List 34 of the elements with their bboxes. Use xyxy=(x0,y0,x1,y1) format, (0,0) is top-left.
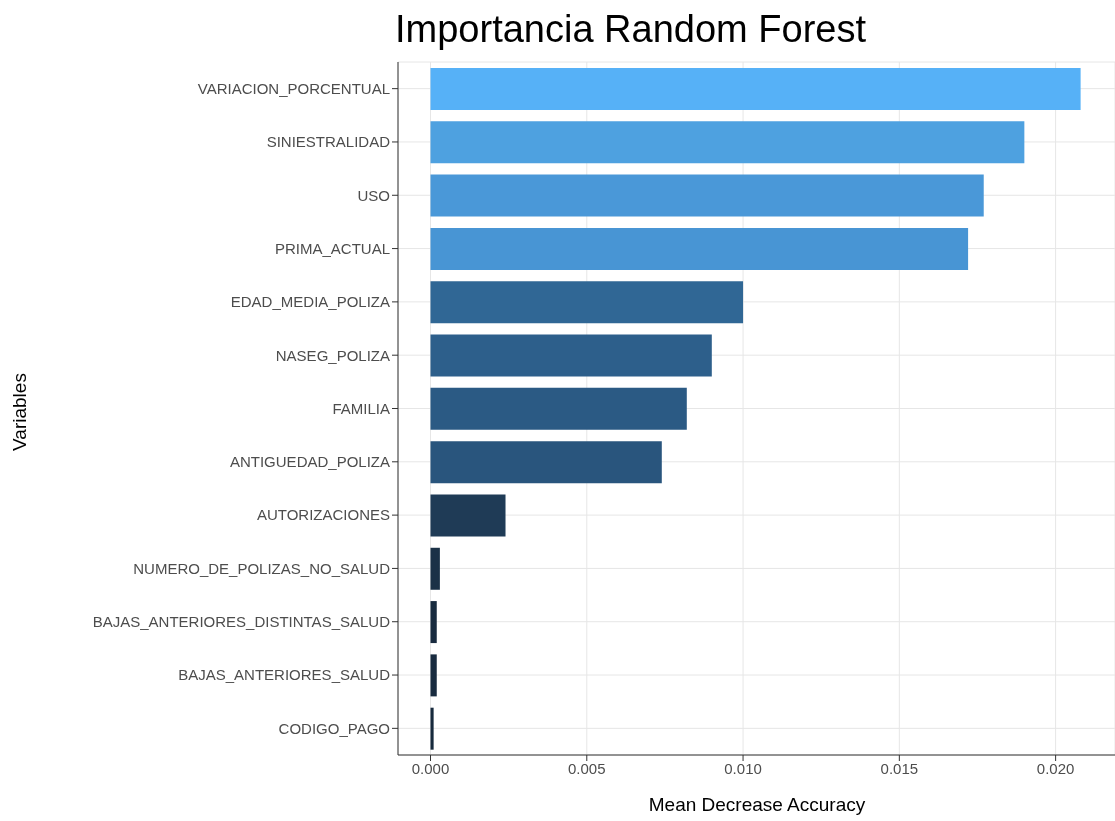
y-tick-label: NUMERO_DE_POLIZAS_NO_SALUD xyxy=(133,559,391,577)
y-tick-label: FAMILIA xyxy=(332,399,390,417)
y-tick-label: BAJAS_ANTERIORES_SALUD xyxy=(178,666,391,684)
y-tick-label: AUTORIZACIONES xyxy=(256,506,390,524)
x-axis-title: Mean Decrease Accuracy xyxy=(648,794,866,816)
bar xyxy=(430,547,440,590)
x-tick-label: 0.015 xyxy=(880,759,919,777)
y-tick-label: NASEG_POLIZA xyxy=(275,346,390,364)
x-tick-label: 0.000 xyxy=(411,759,450,777)
bar xyxy=(430,387,687,430)
bar xyxy=(430,441,662,484)
x-tick-label: 0.020 xyxy=(1036,759,1075,777)
x-tick-label: 0.010 xyxy=(724,759,762,777)
bar xyxy=(430,68,1081,110)
bar xyxy=(430,601,437,644)
bar xyxy=(430,281,744,324)
y-tick-label: ANTIGUEDAD_POLIZA xyxy=(229,453,390,471)
bar xyxy=(430,654,437,697)
y-tick-label: EDAD_MEDIA_POLIZA xyxy=(230,293,390,311)
y-tick-label: SINIESTRALIDAD xyxy=(266,133,391,151)
y-axis-title: Variables xyxy=(9,373,31,451)
bar xyxy=(430,494,506,537)
y-tick-label: VARIACION_PORCENTUAL xyxy=(197,79,390,97)
bar xyxy=(430,174,984,217)
y-tick-label: BAJAS_ANTERIORES_DISTINTAS_SALUD xyxy=(92,613,391,631)
bar xyxy=(430,227,969,270)
chart-title: Importancia Random Forest xyxy=(395,8,866,51)
bar xyxy=(430,121,1025,164)
y-tick-label: CODIGO_PAGO xyxy=(278,719,390,737)
y-tick-label: USO xyxy=(357,186,390,204)
y-tick-label: PRIMA_ACTUAL xyxy=(274,239,390,257)
bar xyxy=(430,334,712,377)
bar xyxy=(430,707,434,750)
x-tick-label: 0.005 xyxy=(568,759,606,777)
